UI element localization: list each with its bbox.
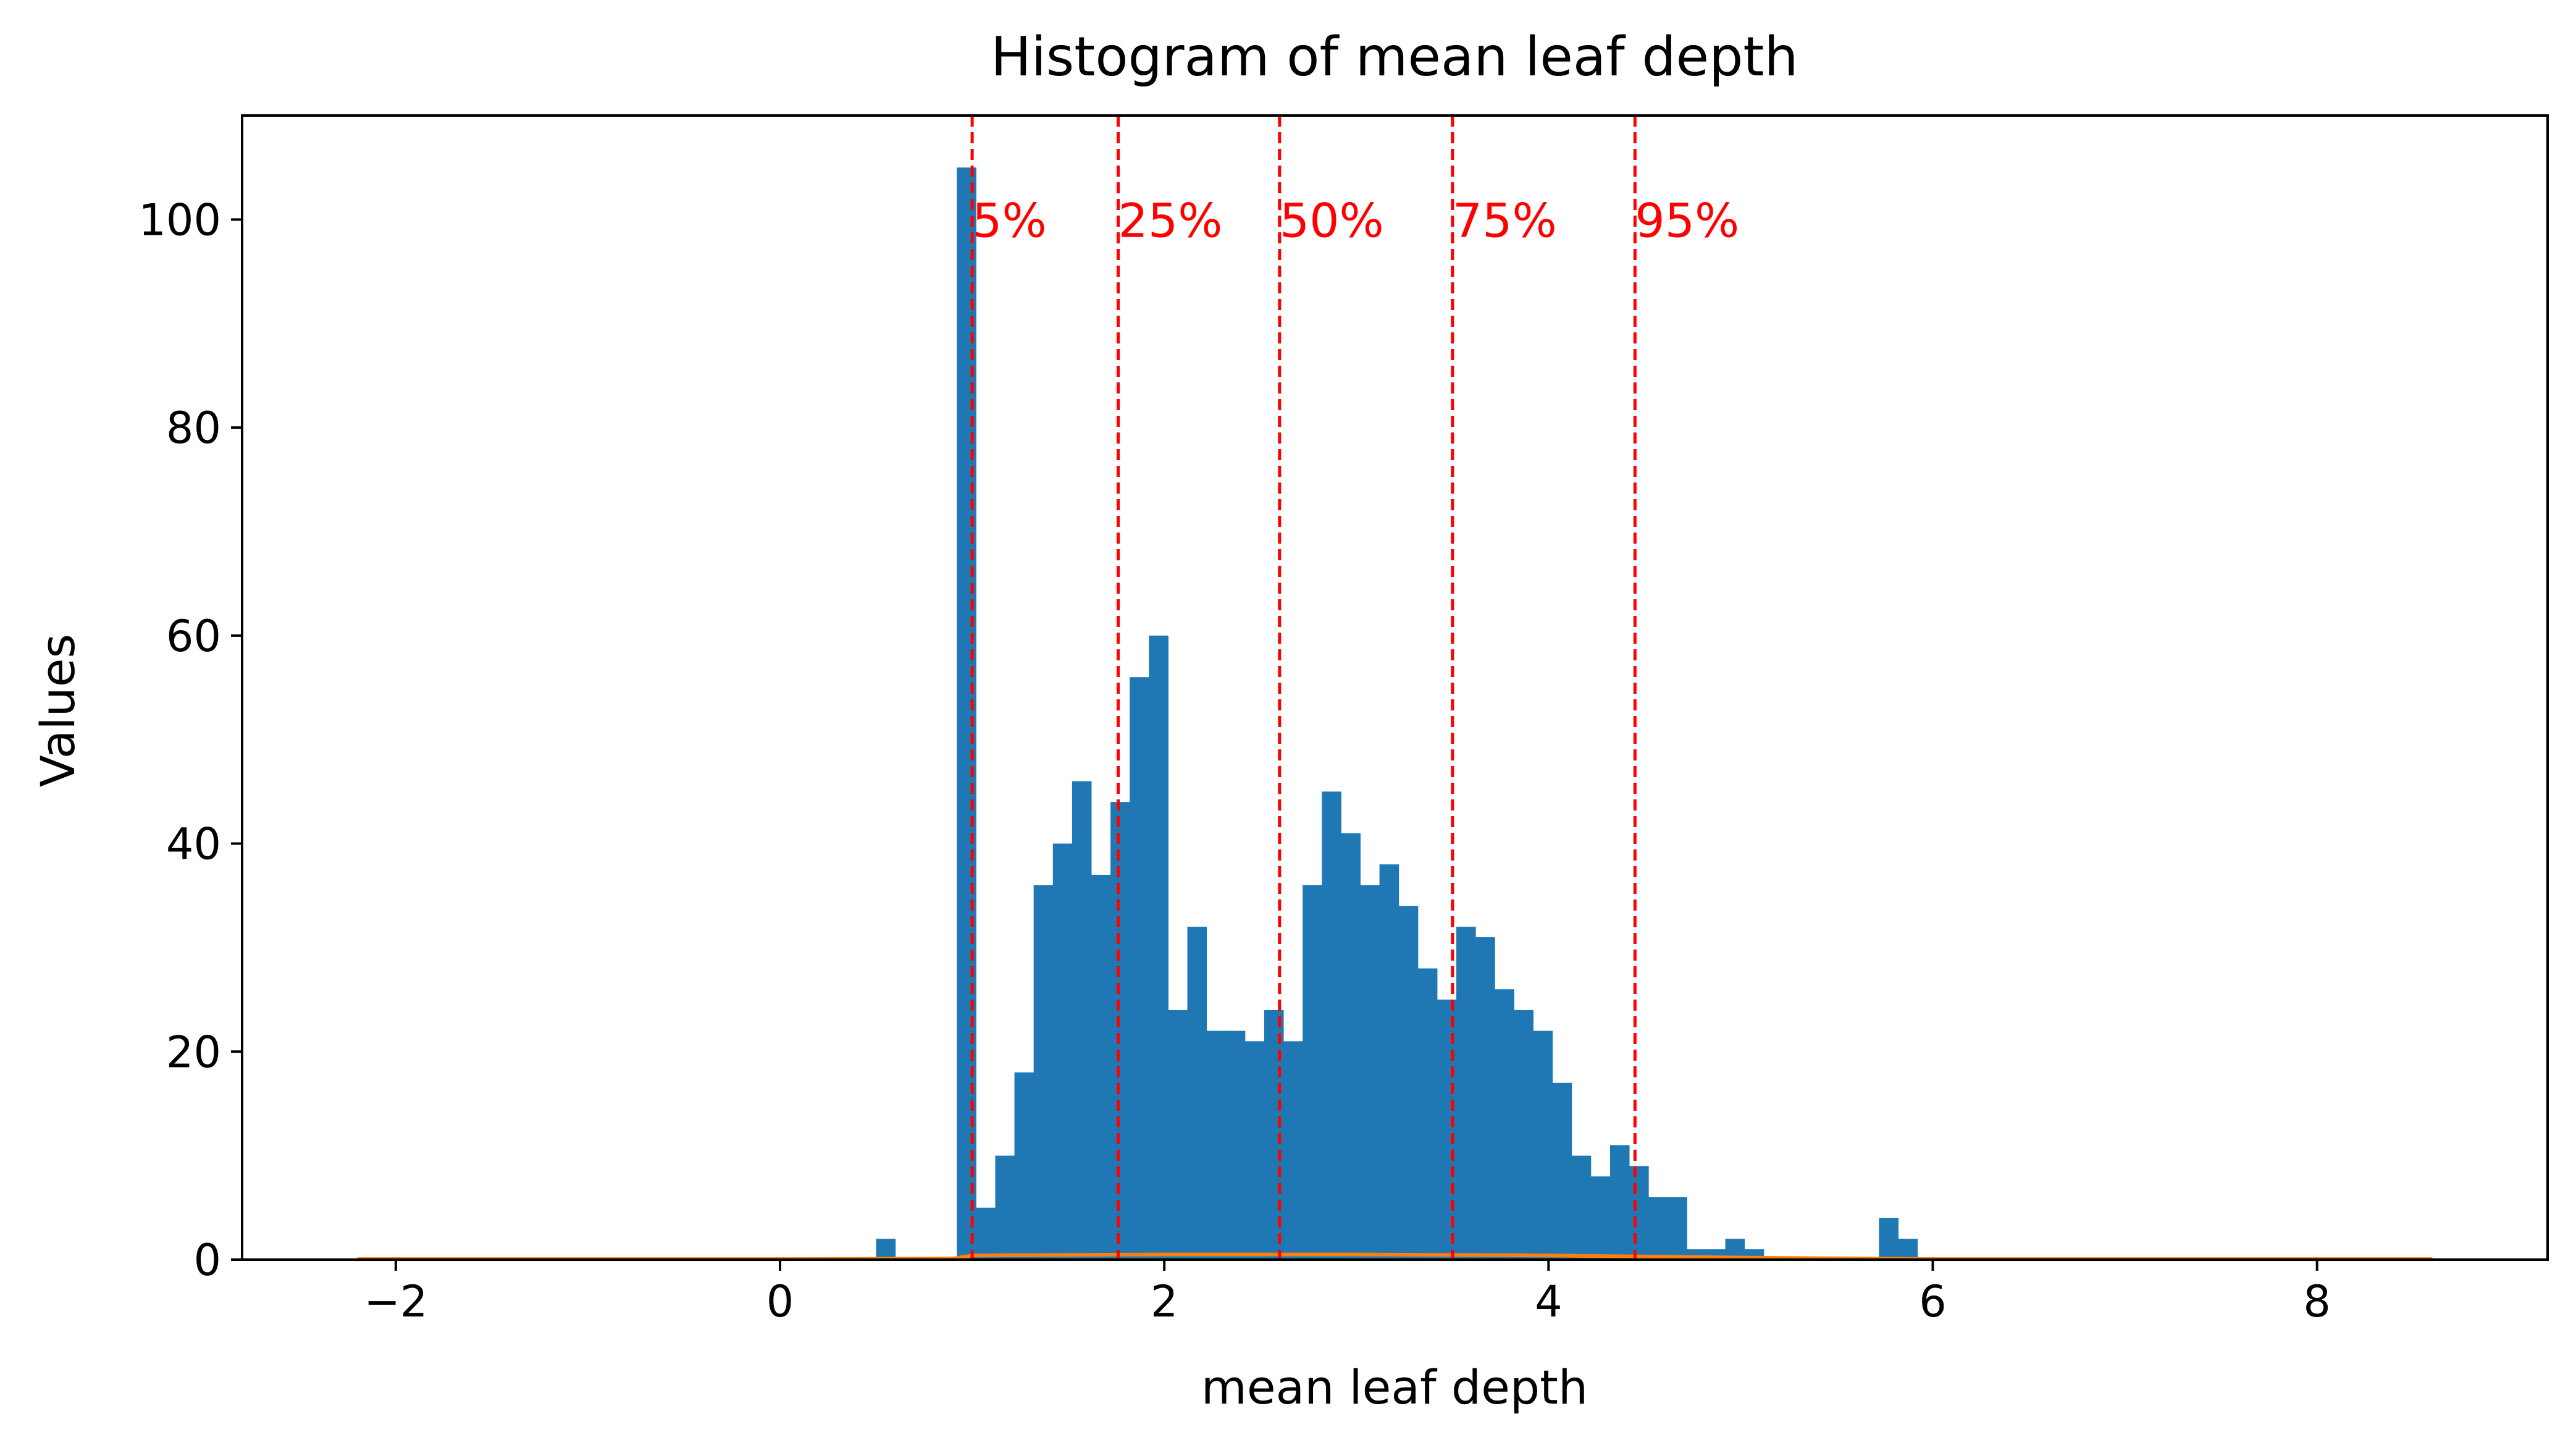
- x-axis-label: mean leaf depth: [1201, 1360, 1588, 1415]
- y-tick-label: 40: [166, 819, 221, 870]
- histogram-bar: [1552, 1082, 1572, 1260]
- x-tick-label: 4: [1535, 1276, 1563, 1327]
- bars-layer: [876, 167, 1918, 1260]
- histogram-bar: [1072, 781, 1092, 1260]
- y-axis-ticks: 0 20 40 60 80 100: [138, 195, 242, 1286]
- histogram-bar: [1668, 1197, 1687, 1260]
- y-axis-label: Values: [30, 634, 85, 787]
- x-tick-label: 8: [2303, 1276, 2331, 1327]
- histogram-bar: [1898, 1239, 1918, 1260]
- histogram-bar: [1456, 927, 1476, 1260]
- histogram-bar: [1609, 1145, 1630, 1260]
- histogram-bar: [1590, 1176, 1611, 1260]
- x-axis-ticks: −2 0 2 4 6 8: [364, 1260, 2331, 1327]
- x-tick-label: 0: [766, 1276, 794, 1327]
- histogram-bar: [1244, 1041, 1265, 1260]
- histogram-bar: [1303, 885, 1322, 1260]
- percentile-label: 25%: [1118, 193, 1223, 248]
- percentile-label: 75%: [1453, 193, 1557, 248]
- x-tick-label: −2: [364, 1276, 427, 1327]
- histogram-bar: [1417, 968, 1438, 1260]
- histogram-bar: [1648, 1197, 1668, 1260]
- histogram-bar: [976, 1207, 996, 1260]
- histogram-bar: [1379, 864, 1399, 1260]
- y-tick-label: 0: [193, 1235, 221, 1286]
- histogram-bar: [1110, 802, 1130, 1260]
- percentile-markers-layer: 5% 25% 50% 75% 95%: [970, 116, 1739, 1260]
- histogram-bar: [995, 1155, 1015, 1260]
- histogram-bar: [957, 167, 976, 1260]
- histogram-bar: [1360, 885, 1380, 1260]
- plot-frame: [241, 114, 2549, 1261]
- chart-title: Histogram of mean leaf depth: [991, 25, 1798, 88]
- histogram-bar: [1206, 1030, 1227, 1260]
- histogram-bar: [1014, 1072, 1034, 1260]
- y-tick-label: 80: [166, 403, 221, 453]
- percentile-label: 50%: [1280, 193, 1384, 248]
- histogram-bar: [1130, 677, 1149, 1260]
- y-tick-label: 100: [138, 195, 221, 245]
- histogram-bar: [1879, 1218, 1899, 1260]
- histogram-bar: [1533, 1030, 1553, 1260]
- histogram-bar: [1283, 1041, 1303, 1260]
- histogram-bar: [1149, 635, 1168, 1260]
- x-tick-label: 2: [1151, 1276, 1178, 1327]
- histogram-bar: [1091, 875, 1111, 1260]
- histogram-bar: [1033, 885, 1054, 1260]
- histogram-bar: [1475, 937, 1495, 1260]
- histogram-bar: [1398, 906, 1419, 1260]
- percentile-label: 5%: [972, 193, 1047, 248]
- histogram-bar: [876, 1239, 896, 1260]
- histogram-bar: [1495, 989, 1514, 1260]
- histogram-bar: [1629, 1166, 1649, 1260]
- histogram-bar: [1187, 927, 1207, 1260]
- histogram-bar: [1168, 1009, 1188, 1260]
- histogram-bar: [1225, 1030, 1246, 1260]
- histogram-bar: [1322, 791, 1341, 1260]
- histogram-bar: [1571, 1155, 1592, 1260]
- percentile-label: 95%: [1635, 193, 1739, 248]
- histogram-bar: [1052, 843, 1073, 1260]
- histogram-bar: [1341, 833, 1361, 1260]
- y-tick-label: 20: [166, 1027, 221, 1077]
- x-tick-label: 6: [1919, 1276, 1947, 1327]
- histogram-bar: [1514, 1009, 1533, 1260]
- y-tick-label: 60: [166, 611, 221, 662]
